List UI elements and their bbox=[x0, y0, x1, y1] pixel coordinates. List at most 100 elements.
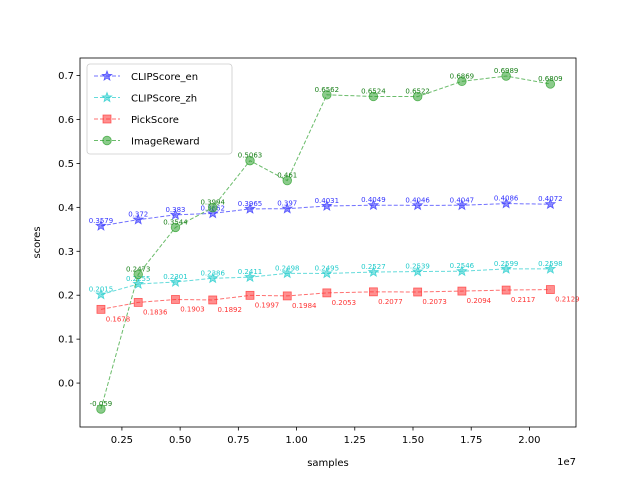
y-tick-label: 0.1 bbox=[58, 335, 74, 346]
data-point bbox=[320, 199, 333, 211]
x-tick-label: 1.75 bbox=[460, 435, 482, 446]
legend-entry: CLIPScore_en bbox=[94, 69, 198, 83]
legend-entry: PickScore bbox=[94, 114, 179, 126]
data-point bbox=[322, 90, 332, 100]
data-point bbox=[456, 199, 468, 211]
data-point bbox=[322, 288, 332, 298]
data-label: 0.2411 bbox=[238, 268, 263, 276]
series-line bbox=[100, 289, 551, 310]
data-point bbox=[95, 288, 107, 300]
data-point bbox=[281, 202, 294, 214]
x-tick-label: 1.25 bbox=[344, 435, 366, 446]
data-label: 0.4046 bbox=[405, 196, 430, 204]
data-point bbox=[500, 262, 512, 274]
data-label: 0.2073 bbox=[422, 298, 447, 306]
x-axis-label: samples bbox=[307, 458, 349, 469]
data-point bbox=[412, 91, 423, 102]
x-tick-label: 0.50 bbox=[169, 435, 191, 446]
data-label: 0.2527 bbox=[361, 263, 386, 271]
data-label: 0.2015 bbox=[89, 286, 114, 294]
data-point bbox=[282, 291, 292, 301]
legend-label: CLIPScore_en bbox=[131, 72, 198, 83]
data-label: 0.6809 bbox=[538, 75, 563, 83]
data-point bbox=[282, 175, 292, 186]
data-label: 0.1892 bbox=[217, 306, 242, 314]
data-label: 0.461 bbox=[277, 172, 297, 180]
data-point bbox=[208, 295, 218, 305]
legend-marker bbox=[102, 114, 112, 124]
data-label: 0.1997 bbox=[255, 301, 280, 309]
y-axis-label: scores bbox=[32, 226, 43, 258]
data-point bbox=[368, 91, 379, 102]
y-tick-label: 0.6 bbox=[58, 115, 74, 126]
data-point bbox=[132, 277, 145, 289]
data-label: 0.6522 bbox=[405, 88, 430, 96]
legend-label: CLIPScore_zh bbox=[131, 94, 197, 105]
data-label: 0.2599 bbox=[494, 260, 519, 268]
legend-marker bbox=[101, 69, 113, 81]
data-label: 0.6562 bbox=[315, 86, 340, 94]
series-pickscore: 0.1678 0.1836 0.1903 0.1892 0.1997 0.1984 0.20… bbox=[96, 285, 580, 323]
legend-entry: ImageReward bbox=[94, 135, 200, 148]
data-point bbox=[411, 265, 424, 277]
data-point bbox=[206, 272, 219, 284]
y-tick-label: 0.0 bbox=[58, 379, 74, 390]
data-label: 0.2498 bbox=[275, 264, 300, 272]
series-line bbox=[100, 203, 551, 227]
axes: 0.25 0.50 0.75 1.00 1.25 1.50 1.75 2.00 0.0 0.1 0.… bbox=[32, 57, 577, 469]
data-label: 0.3994 bbox=[200, 199, 225, 207]
data-label: 0.4072 bbox=[538, 195, 563, 203]
data-point bbox=[545, 79, 556, 89]
legend-marker bbox=[101, 91, 113, 103]
data-point bbox=[133, 269, 143, 280]
series-line bbox=[100, 75, 551, 410]
data-point bbox=[208, 202, 218, 213]
data-label: 0.3579 bbox=[89, 217, 114, 225]
data-label: 0.4086 bbox=[494, 195, 519, 203]
data-label: 0.2539 bbox=[405, 263, 430, 271]
x-tick-label: 1.50 bbox=[402, 435, 424, 446]
data-label: 0.4049 bbox=[361, 196, 386, 204]
data-label: 0.4031 bbox=[315, 197, 340, 205]
x-tick-label: 0.75 bbox=[227, 435, 249, 446]
data-label: 0.2077 bbox=[378, 298, 403, 306]
data-label: 0.2598 bbox=[538, 260, 563, 268]
data-label: 0.2301 bbox=[163, 273, 188, 281]
legend-box bbox=[86, 63, 233, 155]
data-point bbox=[457, 76, 467, 87]
data-label: 0.372 bbox=[128, 211, 148, 219]
data-point bbox=[170, 222, 181, 233]
data-label: 0.1836 bbox=[143, 308, 168, 316]
plot-area: 0.35790.3720.3830.38620.39650.3970.40310… bbox=[89, 67, 580, 414]
data-label: 0.2053 bbox=[332, 299, 357, 307]
x-tick-label: 0.25 bbox=[111, 435, 133, 446]
data-point bbox=[96, 304, 106, 314]
data-label: 0.2129 bbox=[555, 296, 580, 304]
data-label: 0.3544 bbox=[163, 218, 188, 226]
data-point bbox=[132, 213, 145, 225]
series-imagereward: -0.059 0.2473 0.3544 0.3994 0.5063 0.461 0.656… bbox=[90, 67, 563, 414]
data-label: 0.397 bbox=[277, 200, 297, 208]
data-point bbox=[244, 271, 256, 283]
data-point bbox=[544, 262, 557, 274]
data-label: 0.2094 bbox=[467, 297, 492, 305]
data-label: 0.1678 bbox=[106, 315, 131, 323]
y-tick-label: 0.4 bbox=[58, 203, 74, 214]
legend-label: ImageReward bbox=[131, 137, 200, 148]
data-label: 0.2386 bbox=[200, 269, 225, 277]
data-label: 0.3965 bbox=[238, 200, 263, 208]
series-clipscore-en: 0.35790.3720.3830.38620.39650.3970.40310… bbox=[89, 195, 563, 231]
data-label: 0.6524 bbox=[361, 87, 386, 95]
data-label: 0.5063 bbox=[238, 152, 263, 160]
data-point bbox=[169, 275, 182, 287]
data-point bbox=[545, 285, 555, 294]
data-label: -0.059 bbox=[90, 400, 113, 408]
data-point bbox=[369, 287, 378, 297]
y-tick-label: 0.7 bbox=[58, 71, 74, 82]
data-point bbox=[206, 207, 219, 219]
y-tick-label: 0.5 bbox=[58, 159, 74, 170]
data-label: 0.1984 bbox=[292, 302, 317, 310]
data-point bbox=[281, 267, 294, 279]
x-tick-label: 2.00 bbox=[518, 435, 540, 446]
